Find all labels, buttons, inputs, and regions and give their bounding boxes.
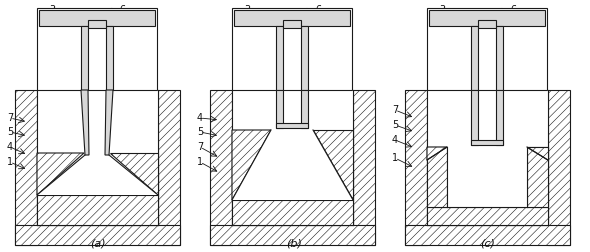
Text: (b): (b) [286,238,302,248]
Polygon shape [429,10,545,26]
Text: 1: 1 [197,157,203,167]
Text: 7: 7 [7,113,13,123]
Text: 1: 1 [392,153,398,163]
Polygon shape [210,90,232,245]
Text: 1: 1 [7,157,13,167]
Polygon shape [471,140,503,145]
Text: 2: 2 [534,75,540,85]
Polygon shape [427,147,447,207]
Polygon shape [527,147,548,160]
Text: 6: 6 [510,5,516,15]
Text: (c): (c) [481,238,496,248]
Polygon shape [232,130,353,200]
Polygon shape [37,195,158,225]
Text: 6: 6 [315,5,321,15]
Polygon shape [81,26,88,90]
Polygon shape [39,10,155,26]
Polygon shape [276,90,283,128]
Polygon shape [81,90,89,155]
Polygon shape [15,225,180,245]
Polygon shape [427,207,548,225]
Polygon shape [447,147,527,207]
Polygon shape [496,26,503,90]
Polygon shape [276,123,308,128]
Text: 6: 6 [119,5,125,15]
Polygon shape [37,155,158,195]
Text: 5: 5 [197,127,203,137]
Polygon shape [496,90,503,145]
Text: 4: 4 [197,113,203,123]
Polygon shape [427,8,547,90]
Text: (a): (a) [90,238,106,248]
Polygon shape [283,20,301,28]
Polygon shape [548,90,570,245]
Polygon shape [405,90,427,245]
Polygon shape [37,90,158,225]
Polygon shape [15,90,37,245]
Polygon shape [313,130,353,200]
Polygon shape [527,147,548,207]
Polygon shape [427,147,447,160]
Text: 2: 2 [339,75,345,85]
Polygon shape [210,225,375,245]
Text: 3: 3 [49,5,55,15]
Polygon shape [37,153,84,195]
Polygon shape [405,225,570,245]
Polygon shape [106,26,113,90]
Polygon shape [478,20,496,28]
Polygon shape [232,130,271,200]
Text: 3: 3 [244,5,250,15]
Polygon shape [158,90,180,245]
Text: 7: 7 [392,105,398,115]
Polygon shape [110,153,158,195]
Polygon shape [232,90,353,225]
Text: 3: 3 [439,5,445,15]
Polygon shape [353,90,375,245]
Text: 5: 5 [392,120,398,130]
Polygon shape [88,20,106,28]
Polygon shape [427,90,548,225]
Text: 4: 4 [392,135,398,145]
Text: 2: 2 [145,75,151,85]
Polygon shape [105,90,113,155]
Polygon shape [234,10,350,26]
Polygon shape [301,90,308,128]
Text: 5: 5 [7,127,13,137]
Text: 4: 4 [7,142,13,152]
Text: 7: 7 [197,142,203,152]
Polygon shape [276,26,283,90]
Polygon shape [471,90,478,145]
Polygon shape [232,200,353,225]
Polygon shape [301,26,308,90]
Polygon shape [471,26,478,90]
Polygon shape [232,8,352,90]
Polygon shape [37,8,157,90]
